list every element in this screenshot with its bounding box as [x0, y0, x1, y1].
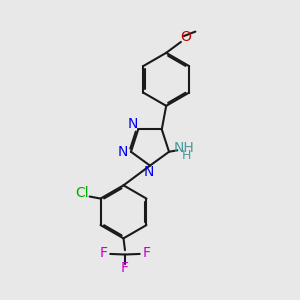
Text: N: N [127, 117, 137, 131]
Text: F: F [143, 246, 151, 260]
Text: F: F [121, 261, 129, 275]
Text: NH: NH [173, 141, 194, 155]
Text: H: H [182, 149, 191, 162]
Text: N: N [143, 165, 154, 179]
Text: Cl: Cl [75, 186, 89, 200]
Text: F: F [99, 246, 107, 260]
Text: O: O [180, 30, 191, 44]
Text: N: N [118, 145, 128, 159]
